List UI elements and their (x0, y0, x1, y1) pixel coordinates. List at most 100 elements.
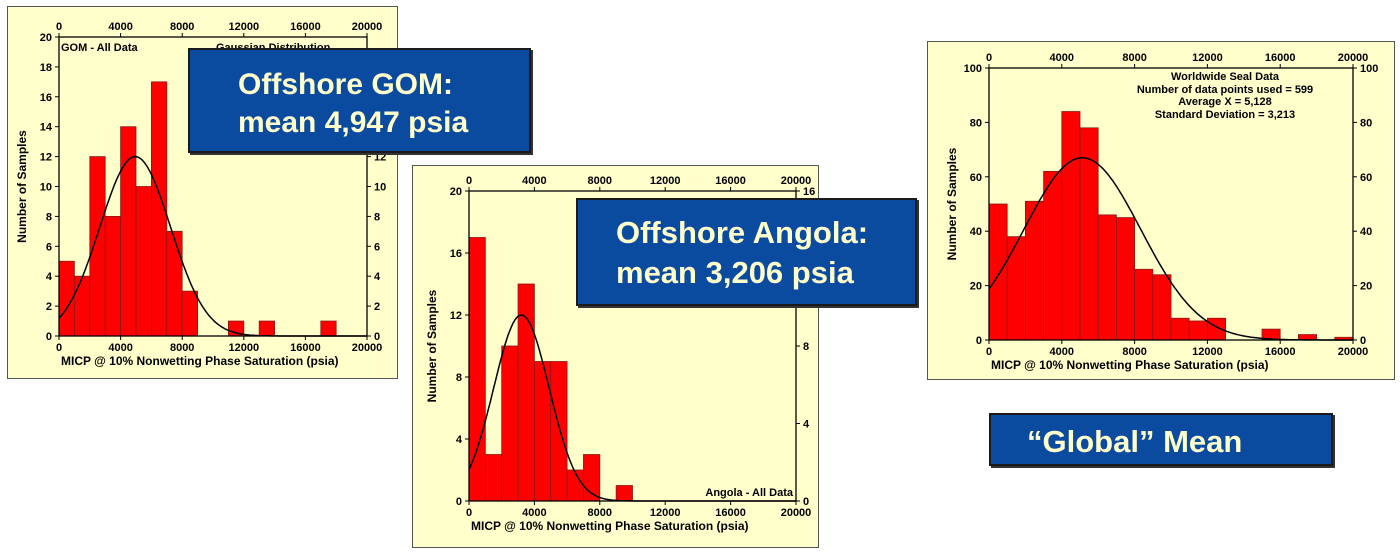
right-y-tick-label: 40 (1360, 226, 1372, 238)
right-y-tick-label: 100 (1360, 63, 1378, 75)
global-mean-callout: “Global” Mean (989, 413, 1333, 466)
histogram-bar (468, 237, 486, 502)
histogram-bar (74, 275, 91, 337)
gom-callout-line1: Offshore GOM: (238, 68, 453, 101)
top-x-tick-label: 16000 (715, 175, 746, 187)
y-tick-label: 14 (40, 122, 53, 134)
histogram-bar (89, 156, 106, 337)
histogram-bar (1006, 236, 1026, 341)
y-tick-label: 0 (976, 335, 982, 347)
x-tick-label: 8000 (170, 342, 194, 354)
right-y-tick-label: 4 (374, 271, 381, 283)
global-histogram: 0040004000800080001200012000160001600020… (945, 52, 1378, 372)
gom-histogram: 0040004000800080001200012000160001600020… (15, 21, 386, 368)
top-x-tick-label: 12000 (1192, 52, 1223, 64)
y-tick-label: 0 (46, 331, 52, 343)
angola-callout-line2: mean 3,206 psia (616, 255, 854, 290)
right-y-tick-label: 2 (374, 301, 380, 313)
top-x-tick-label: 20000 (352, 21, 383, 33)
right-y-tick-label: 8 (374, 211, 380, 223)
y-tick-label: 18 (40, 62, 52, 74)
y-axis-label: Number of Samples (945, 147, 959, 260)
chart-annotation: Worldwide Seal Data (1171, 71, 1280, 83)
top-x-tick-label: 0 (56, 21, 62, 33)
top-x-tick-label: 12000 (229, 21, 260, 33)
x-axis-label: MICP @ 10% Nonwetting Phase Saturation (… (991, 358, 1269, 372)
x-tick-label: 4000 (108, 342, 132, 354)
y-axis-label: Number of Samples (15, 130, 29, 243)
y-tick-label: 6 (46, 241, 52, 253)
y-tick-label: 60 (970, 172, 982, 184)
top-x-tick-label: 0 (986, 52, 992, 64)
y-tick-label: 2 (46, 301, 52, 313)
x-tick-label: 4000 (522, 507, 546, 519)
y-tick-label: 80 (970, 117, 982, 129)
histogram-bar (517, 283, 535, 502)
gom-callout-line2: mean 4,947 psia (238, 106, 469, 139)
histogram-bar (1061, 111, 1081, 341)
y-tick-label: 20 (450, 186, 462, 198)
angola-mean-callout: Offshore Angola: mean 3,206 psia (576, 198, 917, 306)
x-tick-label: 12000 (650, 507, 681, 519)
right-y-tick-label: 12 (374, 152, 386, 164)
histogram-bar (501, 345, 519, 502)
right-y-tick-label: 0 (1360, 335, 1366, 347)
y-tick-label: 4 (456, 434, 463, 446)
histogram-bar (181, 290, 198, 337)
chart-annotation: Angola - All Data (705, 487, 793, 499)
histogram-bar (1188, 320, 1208, 341)
top-x-tick-label: 8000 (588, 175, 612, 187)
top-x-tick-label: 4000 (1050, 52, 1074, 64)
chart-annotation: Number of data points used = 599 (1137, 84, 1313, 96)
y-tick-label: 12 (40, 152, 52, 164)
x-tick-label: 12000 (1192, 346, 1223, 358)
y-tick-label: 4 (46, 271, 53, 283)
chart-annotation: GOM - All Data (61, 42, 138, 54)
right-y-tick-label: 0 (803, 496, 809, 508)
histogram-bar (615, 485, 633, 502)
y-tick-label: 10 (40, 182, 52, 194)
right-y-tick-label: 60 (1360, 172, 1372, 184)
top-x-tick-label: 4000 (522, 175, 546, 187)
x-tick-label: 16000 (715, 507, 746, 519)
top-x-tick-label: 8000 (170, 21, 194, 33)
x-tick-label: 0 (986, 346, 992, 358)
histogram-bar (988, 203, 1008, 341)
chart-annotation: Average X = 5,128 (1178, 96, 1271, 108)
x-tick-label: 12000 (229, 342, 260, 354)
x-tick-label: 20000 (352, 342, 383, 354)
histogram-bar (1170, 317, 1190, 341)
histogram-bar (1134, 268, 1154, 341)
x-tick-label: 20000 (781, 507, 812, 519)
x-tick-label: 0 (56, 342, 62, 354)
top-x-tick-label: 16000 (1265, 52, 1296, 64)
right-y-tick-label: 0 (374, 331, 380, 343)
right-y-tick-label: 8 (803, 341, 809, 353)
y-tick-label: 20 (970, 281, 982, 293)
histogram-bar (1152, 274, 1172, 341)
histogram-bar (566, 469, 584, 502)
right-y-tick-label: 20 (1360, 281, 1372, 293)
x-axis-label: MICP @ 10% Nonwetting Phase Saturation (… (61, 354, 339, 368)
histogram-bar (104, 215, 121, 337)
x-tick-label: 20000 (1338, 346, 1369, 358)
top-x-tick-label: 20000 (1338, 52, 1369, 64)
top-x-tick-label: 12000 (650, 175, 681, 187)
y-tick-label: 100 (964, 63, 982, 75)
top-x-tick-label: 4000 (108, 21, 132, 33)
x-tick-label: 16000 (1265, 346, 1296, 358)
histogram-bar (1115, 217, 1135, 341)
x-tick-label: 4000 (1050, 346, 1074, 358)
y-tick-label: 8 (456, 372, 462, 384)
top-x-tick-label: 16000 (290, 21, 321, 33)
global-callout-text: “Global” Mean (1027, 424, 1243, 459)
top-x-tick-label: 20000 (781, 175, 812, 187)
gom-mean-callout: Offshore GOM: mean 4,947 psia (188, 48, 531, 153)
chart-annotation: Standard Deviation = 3,213 (1155, 109, 1295, 121)
x-tick-label: 8000 (588, 507, 612, 519)
histogram-bar (550, 361, 568, 502)
histogram-bar (320, 320, 337, 337)
y-tick-label: 16 (450, 248, 462, 260)
angola-callout-line1: Offshore Angola: (616, 215, 869, 250)
top-x-tick-label: 8000 (1122, 52, 1146, 64)
